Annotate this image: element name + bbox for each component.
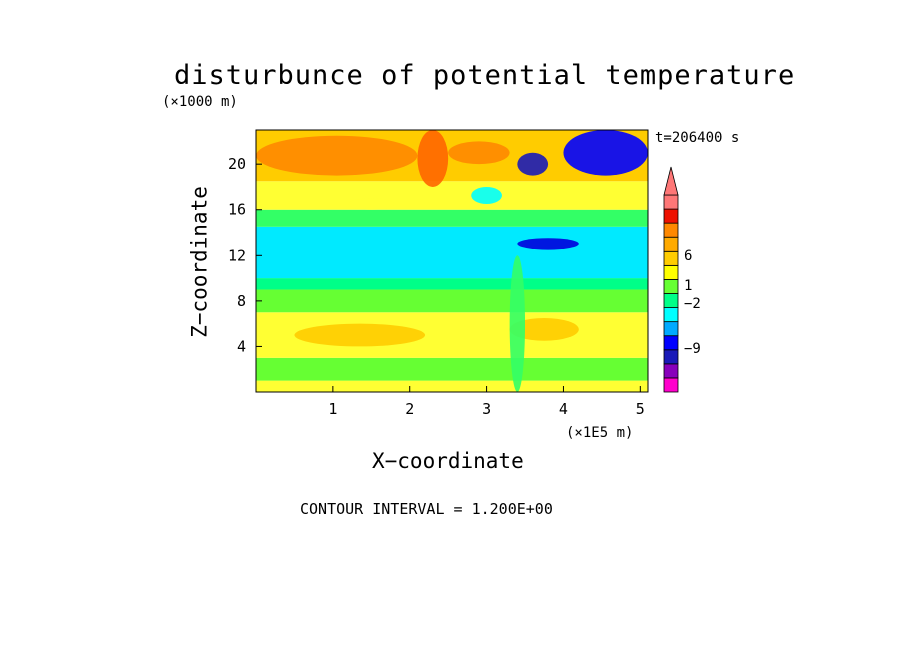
feature-1 xyxy=(509,317,579,341)
heatmap-field xyxy=(256,130,648,392)
y-tick-label: 4 xyxy=(237,337,246,355)
y-tick-label: 16 xyxy=(228,201,246,219)
colorbar-swatch xyxy=(663,307,679,323)
y-axis-label: Z−coordinate xyxy=(187,186,212,338)
y-tick-label: 12 xyxy=(228,246,246,264)
colorbar-swatch xyxy=(663,349,679,365)
x-tick-label: 4 xyxy=(559,400,568,418)
feature-5 xyxy=(563,130,648,176)
feature-3 xyxy=(417,130,449,187)
colorbar-label: −2 xyxy=(684,296,701,312)
band-7 xyxy=(256,181,648,210)
feature-9 xyxy=(348,198,395,210)
feature-0 xyxy=(294,323,426,347)
chart-title: disturbunce of potential temperature xyxy=(174,60,796,91)
colorbar-label: −9 xyxy=(684,341,701,357)
feature-2 xyxy=(256,135,418,176)
x-tick-label: 2 xyxy=(405,400,414,418)
plot-frame xyxy=(255,129,649,393)
feature-7 xyxy=(517,238,579,250)
x-tick-label: 3 xyxy=(482,400,491,418)
band-4 xyxy=(256,278,648,290)
band-1 xyxy=(256,357,648,381)
colorbar-swatch xyxy=(663,335,679,351)
colorbar-label: 6 xyxy=(684,248,692,264)
feature-4 xyxy=(448,141,510,165)
colorbar-swatch xyxy=(663,222,679,238)
colorbar-swatch xyxy=(663,279,679,294)
feature-8 xyxy=(471,186,502,205)
colorbar: 6 1 −2 −9 xyxy=(663,166,701,393)
x-tick-label: 5 xyxy=(636,400,645,418)
colorbar-swatch xyxy=(663,293,679,308)
band-5 xyxy=(256,226,648,279)
x-tick-label: 1 xyxy=(328,400,337,418)
feature-6 xyxy=(517,152,549,176)
z-unit-label: (×1000 m) xyxy=(162,94,238,110)
colorbar-swatch xyxy=(663,377,679,393)
colorbar-swatch xyxy=(663,250,679,266)
colorbar-swatch xyxy=(663,194,679,210)
colorbar-swatch xyxy=(663,264,679,280)
band-0 xyxy=(256,380,648,392)
y-tick-label: 20 xyxy=(228,155,246,173)
band-3 xyxy=(256,289,648,313)
band-6 xyxy=(256,209,648,227)
feature-10 xyxy=(509,255,526,392)
x-axis: 1 2 3 4 5 xyxy=(328,386,645,418)
x-axis-label: X−coordinate xyxy=(372,449,524,473)
colorbar-swatch xyxy=(663,321,679,337)
colorbar-top-arrow xyxy=(663,166,679,196)
y-axis: 4 8 12 16 20 xyxy=(228,155,262,355)
colorbar-swatch xyxy=(663,363,679,379)
colorbar-swatch xyxy=(663,208,679,224)
y-tick-label: 8 xyxy=(237,292,246,310)
x-unit-label: (×1E5 m) xyxy=(566,425,634,441)
contour-interval-label: CONTOUR INTERVAL = 1.200E+00 xyxy=(300,500,553,518)
colorbar-swatch xyxy=(663,236,679,252)
colorbar-label: 1 xyxy=(684,278,692,294)
time-label: t=206400 s xyxy=(655,130,740,146)
